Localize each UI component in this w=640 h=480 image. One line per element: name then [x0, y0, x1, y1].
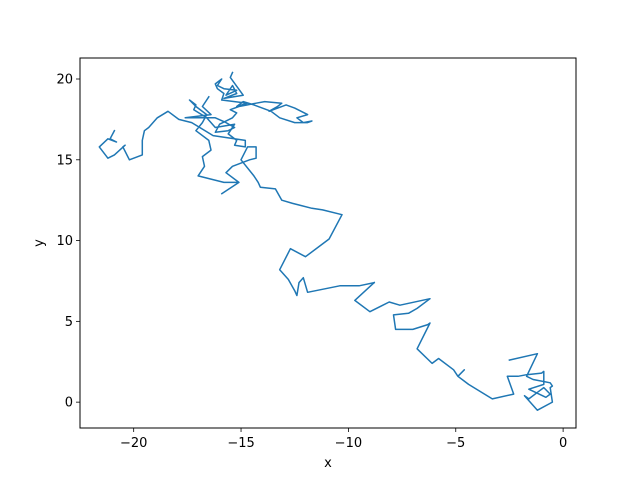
- series-line: [98, 99, 376, 297]
- y-tick-label: 20: [56, 73, 73, 88]
- y-tick-label: 0: [65, 396, 73, 411]
- series-line: [354, 281, 554, 411]
- axes-frame: [79, 57, 577, 429]
- plot-lines: [98, 71, 554, 411]
- x-axis-label: x: [324, 456, 332, 471]
- y-axis-label: y: [32, 239, 47, 247]
- x-axis-ticks: −20 −15 −10 −5 0: [120, 428, 567, 451]
- series-line: [184, 71, 313, 134]
- y-axis-ticks: 0 5 10 15 20: [56, 73, 80, 411]
- x-tick-label: −20: [120, 436, 147, 451]
- x-tick-label: 0: [559, 436, 567, 451]
- y-tick-label: 10: [56, 234, 73, 249]
- x-tick-label: −5: [446, 436, 465, 451]
- x-tick-label: −10: [335, 436, 362, 451]
- x-tick-label: −15: [227, 436, 254, 451]
- y-tick-label: 5: [65, 315, 73, 330]
- y-tick-label: 15: [56, 153, 73, 168]
